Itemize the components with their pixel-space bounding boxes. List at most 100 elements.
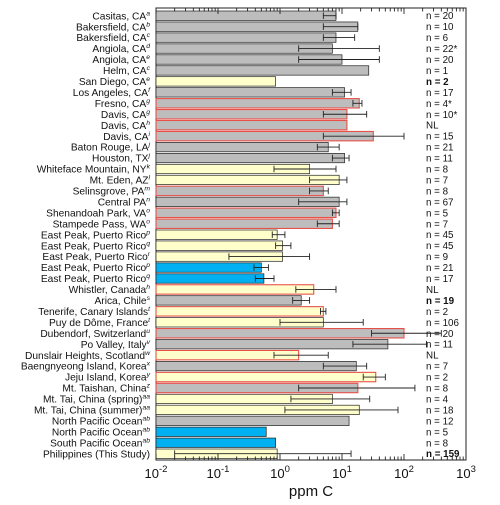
sample-count: n = 5 [426, 427, 449, 438]
bar [155, 262, 262, 273]
data-row: Angiola, CAe n = 20 [92, 54, 454, 66]
site-label: Stampede Pass, WAo [53, 218, 151, 230]
data-row: Shenandoah Park, VAo n = 5 [46, 207, 448, 219]
site-name: Davis, CA [103, 132, 148, 143]
site-name: East Peak, Puerto Rico [42, 252, 148, 263]
site-name: Po Valley, Italy [81, 340, 148, 351]
data-row: Puy de Dôme, Francet n = 106 [49, 317, 459, 329]
footnote-marker: d [146, 43, 150, 50]
sample-count: n = 7 [426, 175, 448, 186]
site-name: Mt. Taishan, China [62, 384, 147, 395]
bar [155, 437, 276, 448]
site-name: Los Angeles, CA [73, 88, 149, 99]
data-row: Dunslair Heights, Scotlandw NL [25, 350, 439, 362]
data-row: Mt. Tai, China (spring)aa n = 4 [43, 394, 449, 406]
data-row: East Peak, Puerto Ricoq n = 17 [41, 273, 454, 285]
site-label: Philippines (This Study) [43, 449, 150, 460]
data-row: North Pacific Oceanab n = 5 [52, 426, 449, 438]
bar [155, 87, 345, 98]
site-label: Shenandoah Park, VAo [46, 207, 150, 219]
site-label: Whistler, Canadah [69, 284, 151, 296]
data-row: Central PAn n = 67 [98, 196, 454, 208]
data-row: East Peak, Puerto Ricoq n = 45 [41, 240, 454, 252]
footnote-marker: h [146, 284, 150, 291]
footnote-marker: l [148, 175, 150, 182]
tick-base: 10 [332, 466, 346, 481]
footnote-marker: h [146, 120, 150, 127]
site-label: Fresno, CAg [95, 98, 151, 110]
site-name: Mt. Tai, China (spring) [43, 395, 142, 406]
site-label: Davis, CAh [101, 120, 150, 132]
sample-count: n = 15 [426, 132, 454, 143]
tick-exponent: 3 [471, 464, 476, 475]
site-label: San Diego, CAe [79, 76, 150, 88]
data-row: Angiola, CAd n = 22* [92, 43, 457, 55]
footnote-marker: k [147, 164, 151, 171]
footnote-marker: v [147, 339, 151, 346]
data-row: San Diego, CAe n = 2 [79, 76, 449, 88]
footnote-marker: s [147, 295, 151, 302]
sample-count: n = 4* [426, 99, 452, 110]
tick-base: 10 [394, 466, 408, 481]
data-row: Los Angeles, CAf n = 17 [73, 87, 454, 99]
site-name: Philippines (This Study) [43, 449, 150, 460]
tick-exponent: -2 [159, 464, 167, 475]
data-row: Davis, CAi n = 15 [103, 131, 454, 143]
bar [155, 295, 302, 306]
x-axis-label: ppm C [289, 483, 333, 500]
footnote-marker: z [146, 383, 151, 390]
site-label: Bakersfield, CAb [76, 21, 150, 33]
data-row: Baton Rouge, LAj n = 21 [71, 142, 454, 154]
data-row: East Peak, Puerto Ricor n = 9 [42, 251, 448, 263]
sample-count: n = 8 [426, 186, 449, 197]
sample-count: n = 20 [426, 329, 454, 340]
site-label: Angiola, CAd [92, 43, 150, 55]
site-label: Puy de Dôme, Francet [49, 317, 151, 329]
footnote-marker: y [146, 372, 151, 379]
bar [155, 76, 276, 87]
data-row: Tenerife, Canary Islandst n = 2 [38, 306, 448, 318]
sample-count: n = 10 [426, 22, 454, 33]
footnote-marker: f [148, 87, 151, 94]
data-row: Fresno, CAg n = 4* [95, 98, 452, 110]
sample-count: n = 106 [426, 318, 460, 329]
site-name: Whistler, Canada [69, 285, 147, 296]
site-label: Davis, CAi [103, 131, 150, 143]
footnote-marker: aa [142, 405, 150, 412]
site-name: Dunslair Heights, Scotland [25, 351, 145, 362]
data-row: Helm, CAc n = 1 [103, 65, 448, 77]
x-axis: 10-2 10-1 100 101 102 103 [145, 8, 476, 481]
site-name: East Peak, Puerto Rico [41, 230, 147, 241]
footnote-marker: j [147, 153, 150, 160]
site-label: Angiola, CAe [92, 54, 150, 66]
data-row: East Peak, Puerto Ricop n = 45 [41, 229, 454, 241]
site-name: Houston, TX [92, 154, 149, 165]
bar [155, 153, 345, 164]
footnote-marker: x [146, 361, 151, 368]
sample-count: n = 17 [426, 274, 454, 285]
site-label: Whiteface Mountain, NYk [37, 164, 151, 176]
sample-count: n = 2 [426, 373, 448, 384]
bar [155, 327, 405, 339]
tick-exponent: -1 [221, 464, 229, 475]
sample-count: n = 2 [426, 77, 449, 88]
x-tick-label: 10-1 [207, 464, 230, 481]
footnote-marker: r [148, 251, 151, 258]
site-label: Mt. Eden, AZl [90, 175, 151, 187]
tick-base: 10 [270, 466, 284, 481]
sample-count: n = 20 [426, 11, 454, 22]
x-tick-label: 101 [332, 464, 352, 481]
site-name: Bakersfield, CA [76, 33, 146, 44]
footnote-marker: o [146, 218, 150, 225]
bar [155, 218, 333, 230]
tick-base: 10 [456, 466, 470, 481]
site-name: Mt. Eden, AZ [90, 176, 149, 187]
site-name: Mt. Tai, China (summer) [34, 406, 143, 417]
bar [155, 306, 324, 317]
x-tick-label: 102 [394, 464, 414, 481]
data-row: Mt. Tai, China (summer)aa n = 18 [34, 405, 454, 417]
site-label: Selinsgrove, PAm [73, 186, 151, 198]
data-row: East Peak, Puerto Ricop n = 21 [41, 262, 454, 274]
x-tick-label: 10-2 [145, 464, 168, 481]
footnote-marker: ab [142, 437, 150, 444]
